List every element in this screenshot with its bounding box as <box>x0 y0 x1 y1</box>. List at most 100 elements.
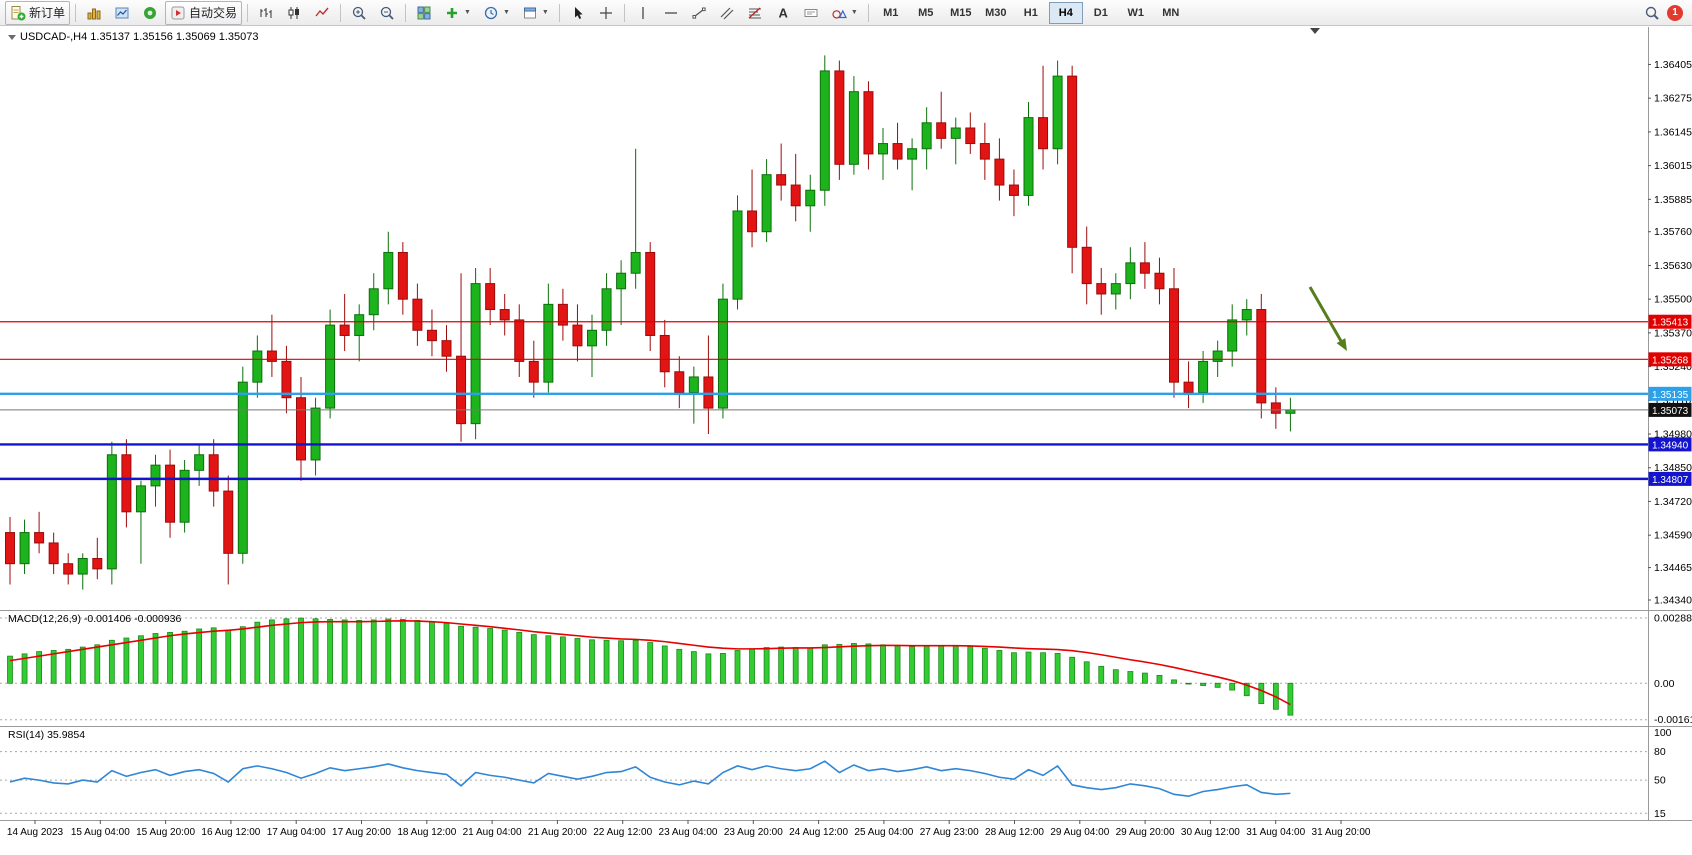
time-axis-label: 14 Aug 2023 <box>7 827 64 838</box>
community-button[interactable] <box>137 1 163 25</box>
fibonacci-icon <box>748 7 761 18</box>
macd-histogram-bar <box>603 639 610 684</box>
zoom-in-button[interactable] <box>346 1 372 25</box>
candle-body <box>572 324 583 347</box>
candle-body <box>703 376 714 409</box>
macd-histogram-bar <box>181 630 188 684</box>
macd-histogram-bar <box>734 650 741 684</box>
candle-body <box>819 70 830 191</box>
horizontal-line-icon <box>664 11 677 14</box>
candle-body <box>717 298 728 409</box>
candle-body <box>1110 283 1121 295</box>
channel-button[interactable] <box>714 1 740 25</box>
search-button[interactable] <box>1639 1 1665 25</box>
timeframe-button-mn[interactable]: MN <box>1162 6 1180 19</box>
indicators-button[interactable]: ▼ <box>439 1 476 25</box>
timeframe-button-m5[interactable]: M5 <box>918 6 934 19</box>
zoom-out-button[interactable] <box>374 1 400 25</box>
candle-body <box>456 355 467 425</box>
candlestick-chart-button[interactable] <box>281 1 307 25</box>
candle-body <box>135 485 146 513</box>
price-axis-label: 1.34720 <box>1654 496 1692 508</box>
macd-signal-line <box>9 620 1291 706</box>
macd-histogram-bar <box>1142 672 1148 684</box>
chevron-down-icon: ▼ <box>502 9 510 16</box>
bar-chart-button[interactable] <box>253 1 279 25</box>
timeframe-button-h1[interactable]: H1 <box>1023 6 1038 19</box>
time-axis-label: 25 Aug 04:00 <box>854 827 913 838</box>
macd-histogram-bar <box>7 655 13 684</box>
label-button[interactable] <box>798 1 824 25</box>
macd-histogram-bar <box>1156 674 1163 684</box>
label-icon <box>804 8 818 17</box>
candle-body <box>5 532 15 565</box>
candle-body <box>645 251 656 336</box>
macd-axis-label: 0.00 <box>1654 678 1675 690</box>
candle-body <box>485 283 496 311</box>
candle-body <box>1154 272 1165 290</box>
time-axis-label: 16 Aug 12:00 <box>201 827 260 838</box>
new-chart-button[interactable] <box>81 1 107 25</box>
tile-windows-button[interactable] <box>411 1 437 25</box>
time-axis-label: 22 Aug 12:00 <box>593 827 652 838</box>
timeframe-button-m1[interactable]: M1 <box>883 6 899 19</box>
notification-badge[interactable]: 1 <box>1667 4 1683 21</box>
vertical-line-button[interactable] <box>630 1 656 25</box>
time-axis-label: 23 Aug 20:00 <box>724 827 783 838</box>
candle-body <box>528 360 539 383</box>
macd-histogram-bar <box>152 633 159 684</box>
macd-histogram-bar <box>865 643 872 684</box>
toolbar-separator <box>75 3 77 22</box>
macd-histogram-bar <box>341 619 348 684</box>
new-order-button[interactable]: 新订单 <box>5 0 71 25</box>
rsi-axis-label: 100 <box>1654 727 1672 739</box>
time-axis-label: 27 Aug 23:00 <box>920 827 979 838</box>
time-axis-label: 29 Aug 04:00 <box>1050 827 1109 838</box>
candle-body <box>761 174 772 233</box>
candle-body <box>150 464 161 487</box>
annotation-arrow-head[interactable] <box>1336 338 1347 351</box>
tile-windows-icon <box>417 6 431 20</box>
timeframe-button-m15[interactable]: M15 <box>950 6 972 19</box>
macd-histogram-bar <box>967 646 974 684</box>
crosshair-button[interactable] <box>593 1 619 25</box>
macd-histogram-bar <box>443 622 450 684</box>
macd-histogram-bar <box>356 619 363 684</box>
fibonacci-button[interactable] <box>742 1 768 25</box>
symbol-dropdown-icon[interactable] <box>8 34 16 40</box>
price-axis-label: 1.35885 <box>1654 194 1692 206</box>
templates-button[interactable]: ▼ <box>517 1 554 25</box>
trendline-button[interactable] <box>686 1 712 25</box>
macd-axis-label: -0.00161 <box>1654 714 1692 726</box>
candle-body <box>557 303 568 326</box>
candle-body <box>907 148 918 160</box>
annotation-arrow[interactable] <box>1308 286 1343 342</box>
macd-histogram-bar <box>589 639 595 684</box>
candle-body <box>1052 75 1063 150</box>
line-chart-button[interactable] <box>309 1 335 25</box>
auto-trading-button[interactable]: 自动交易 <box>165 0 243 25</box>
text-button[interactable]: A <box>770 1 796 25</box>
horizontal-line-button[interactable] <box>658 1 684 25</box>
macd-histogram-bar <box>851 643 857 684</box>
timeframe-button-w1[interactable]: W1 <box>1127 6 1145 19</box>
timeframe-button-h4[interactable]: H4 <box>1048 1 1083 24</box>
price-axis-label: 1.36405 <box>1654 59 1692 71</box>
candle-body <box>601 288 612 331</box>
candle-body <box>354 314 365 336</box>
timeframe-button-m30[interactable]: M30 <box>985 6 1007 19</box>
timeframe-button-d1[interactable]: D1 <box>1093 6 1108 19</box>
macd-histogram-bar <box>981 647 988 684</box>
candle-body <box>237 381 248 554</box>
shapes-button[interactable]: ▼ <box>826 1 863 25</box>
cursor-button[interactable] <box>565 1 591 25</box>
macd-histogram-bar <box>749 648 755 684</box>
time-axis-label: 31 Aug 20:00 <box>1312 827 1371 838</box>
macd-histogram-bar <box>472 626 479 684</box>
candle-body <box>1227 319 1238 352</box>
profiles-button[interactable] <box>109 1 135 25</box>
periods-button[interactable]: ▼ <box>478 1 515 25</box>
candle-body <box>1023 117 1034 196</box>
macd-histogram-bar <box>1069 656 1076 684</box>
